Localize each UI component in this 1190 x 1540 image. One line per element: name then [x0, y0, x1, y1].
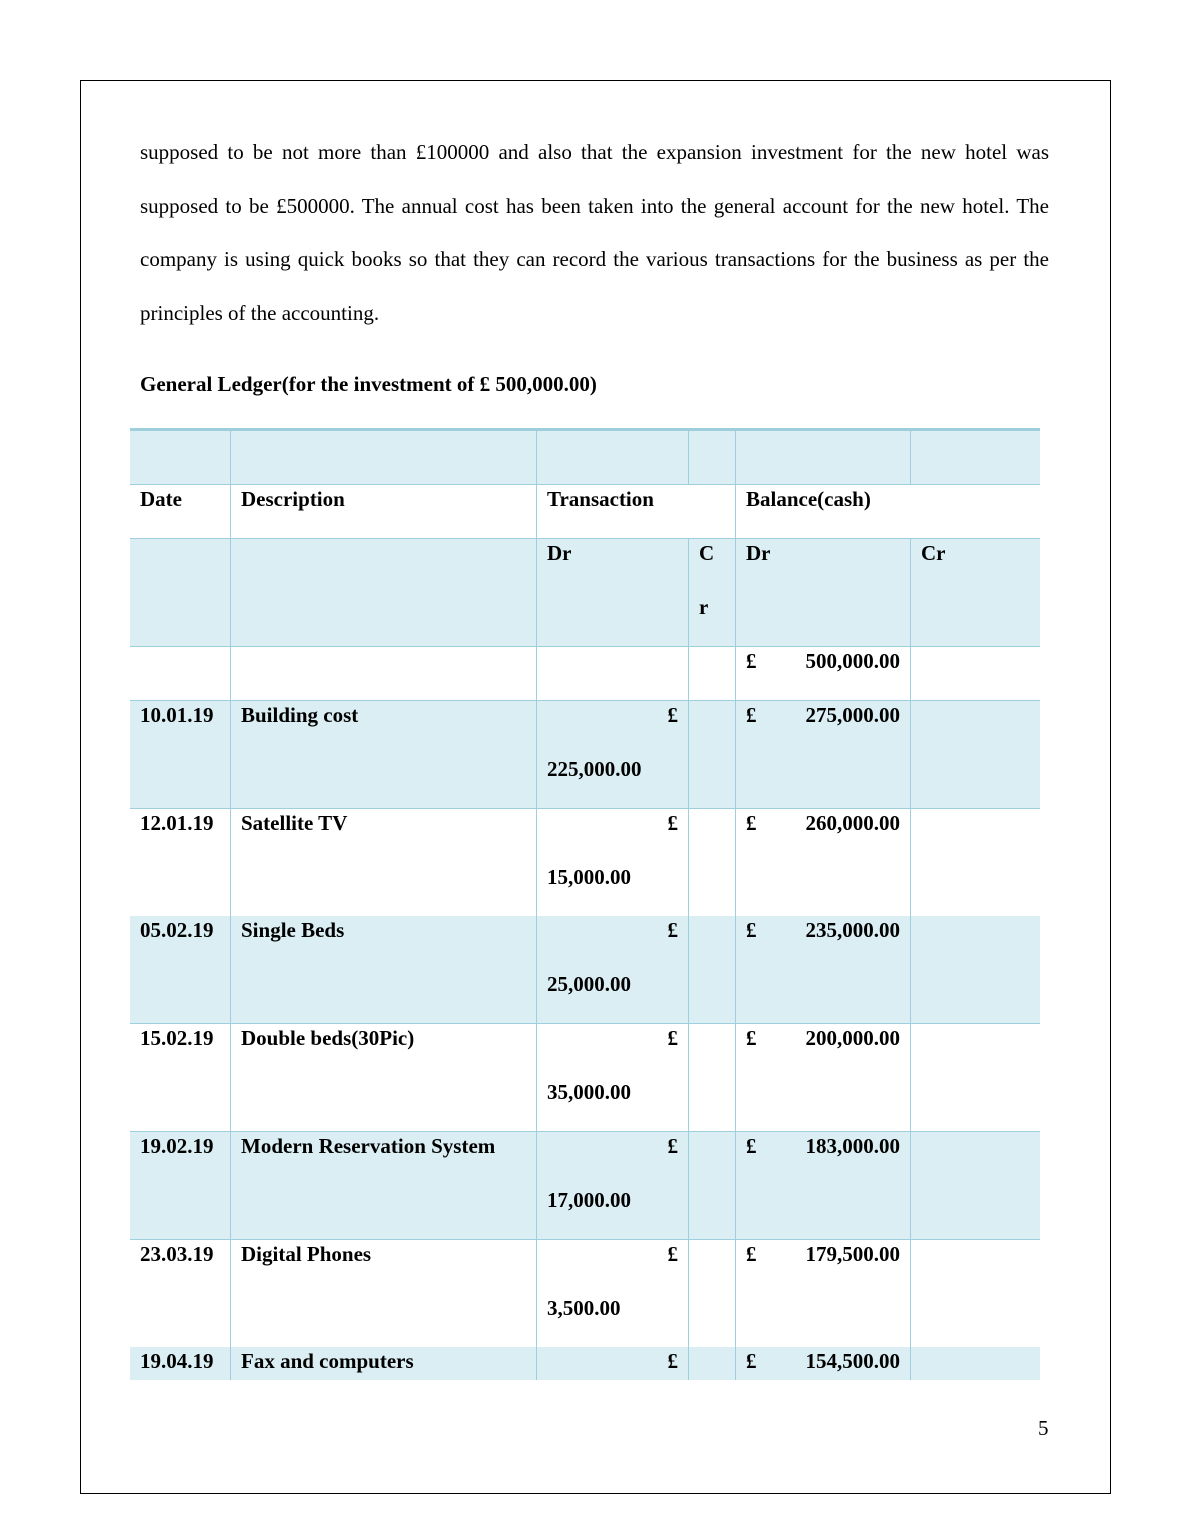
table-row: 12.01.19 Satellite TV £15,000.00 £260,000.0… — [130, 808, 1040, 917]
currency-symbol: £ — [746, 1026, 757, 1051]
header-transaction: Transaction — [547, 487, 654, 511]
body-paragraph: supposed to be not more than £100000 and… — [140, 140, 1049, 326]
opening-balance-row: £500,000.00 — [130, 647, 1040, 701]
row-balance: 235,000.00 — [805, 918, 901, 943]
row-date: 19.04.19 — [140, 1349, 214, 1374]
row-description: Digital Phones — [241, 1241, 372, 1266]
table-header-row: Date Description Transaction Balance(cas… — [130, 485, 1040, 539]
opening-balance: 500,000.00 — [805, 649, 901, 673]
table-row: 23.03.19 Digital Phones £3,500.00 £179,500.… — [130, 1239, 1040, 1348]
currency-symbol: £ — [667, 703, 679, 727]
subheader-bal-dr: Dr — [746, 541, 771, 565]
table-row: 19.02.19 Modern Reservation System £17,000… — [130, 1131, 1040, 1240]
row-balance: 179,500.00 — [805, 1241, 901, 1266]
ledger-heading: General Ledger(for the investment of £ 5… — [140, 372, 597, 396]
row-date: 15.02.19 — [140, 1026, 214, 1051]
page-border — [80, 80, 1111, 1494]
row-balance: 183,000.00 — [805, 1133, 901, 1158]
row-debit: 35,000.00 — [547, 1080, 631, 1105]
row-balance: 154,500.00 — [805, 1349, 901, 1374]
row-description: Double beds(30Pic) — [241, 1026, 415, 1051]
table-subheader-row: Dr Cr Dr Cr — [130, 539, 1040, 647]
row-date: 19.02.19 — [140, 1133, 214, 1158]
currency-symbol: £ — [746, 1133, 757, 1158]
table-row: 15.02.19 Double beds(30Pic) £35,000.00 £200… — [130, 1024, 1040, 1133]
currency-symbol: £ — [667, 1133, 679, 1158]
page-number: 5 — [1038, 1416, 1049, 1440]
row-debit: 25,000.00 — [547, 972, 631, 997]
row-description: Fax and computers — [241, 1349, 414, 1374]
row-debit: 17,000.00 — [547, 1187, 631, 1212]
table-row: 10.01.19 Building cost £225,000.00 £275,000… — [130, 701, 1040, 809]
row-balance: 200,000.00 — [805, 1026, 901, 1051]
row-debit: 3,500.00 — [547, 1295, 621, 1320]
subheader-tx-cr: Cr — [699, 541, 715, 619]
header-balance: Balance(cash) — [746, 487, 871, 511]
currency-symbol: £ — [746, 1349, 757, 1374]
table-row: 05.02.19 Single Beds £25,000.00 £235,000.00 — [130, 916, 1040, 1025]
currency-symbol: £ — [746, 649, 757, 673]
currency-symbol: £ — [746, 918, 757, 943]
table-spacer-row — [130, 431, 1040, 485]
row-date: 12.01.19 — [140, 810, 214, 835]
general-ledger-table: Date Description Transaction Balance(cas… — [130, 428, 1040, 1380]
currency-symbol: £ — [746, 1241, 757, 1266]
row-balance: 260,000.00 — [805, 810, 901, 835]
row-balance: 275,000.00 — [805, 703, 901, 727]
currency-symbol: £ — [746, 810, 757, 835]
row-date: 10.01.19 — [140, 703, 214, 727]
row-description: Satellite TV — [241, 810, 348, 835]
currency-symbol: £ — [667, 1349, 679, 1374]
row-debit: 15,000.00 — [547, 864, 631, 889]
row-description: Modern Reservation System — [241, 1133, 496, 1158]
row-description: Building cost — [241, 703, 359, 727]
header-date: Date — [140, 487, 182, 511]
currency-symbol: £ — [746, 703, 757, 727]
row-debit: 225,000.00 — [547, 757, 642, 781]
header-description: Description — [241, 487, 345, 511]
row-date: 05.02.19 — [140, 918, 214, 943]
currency-symbol: £ — [667, 810, 679, 835]
row-description: Single Beds — [241, 918, 345, 943]
row-date: 23.03.19 — [140, 1241, 214, 1266]
currency-symbol: £ — [667, 1026, 679, 1051]
subheader-bal-cr: Cr — [921, 541, 946, 565]
table-row: 19.04.19 Fax and computers £ £154,500.00 — [130, 1347, 1040, 1380]
currency-symbol: £ — [667, 918, 679, 943]
currency-symbol: £ — [667, 1241, 679, 1266]
subheader-tx-dr: Dr — [547, 541, 572, 565]
